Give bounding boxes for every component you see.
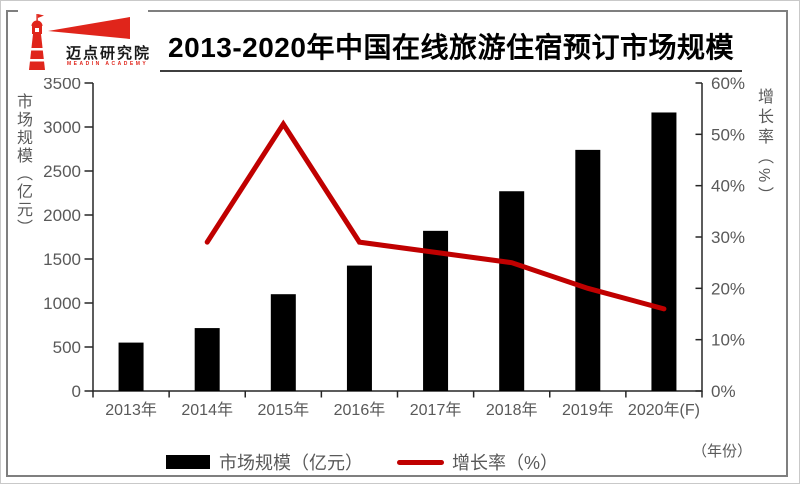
bar-2018年: [499, 191, 525, 391]
legend-label-market-size: 市场规模（亿元）: [219, 453, 363, 473]
x-axis-category-label: 2013年: [105, 401, 157, 419]
left-axis-tick-label: 2500: [43, 162, 81, 181]
right-axis-tick-label: 20%: [711, 279, 745, 298]
chart-legend: 市场规模（亿元） 增长率（%）: [166, 449, 558, 475]
right-axis-tick-label: 30%: [711, 228, 745, 247]
axis-lines: [92, 83, 703, 392]
bar-2017年: [423, 230, 449, 391]
x-axis-category-label: 2018年: [486, 401, 538, 419]
right-axis-tick-label: 10%: [711, 331, 745, 350]
bar-2015年: [270, 294, 296, 391]
x-axis-category-label: 2017年: [410, 401, 462, 419]
right-axis-tick-label: 0%: [711, 382, 736, 401]
right-axis-title: 增长率（%）: [755, 88, 772, 207]
x-axis-category-label: 2015年: [258, 401, 310, 419]
x-axis-category-label: 2020年(F): [628, 401, 700, 419]
bar-2019年: [575, 149, 601, 391]
right-axis-tick-label: 50%: [711, 125, 745, 144]
bar-2013年: [118, 342, 144, 391]
left-axis-tick-label: 3000: [43, 118, 81, 137]
bar-2020年(F): [651, 112, 677, 391]
x-axis-category-label: 2016年: [334, 401, 386, 419]
x-axis-unit-note: （年份）: [692, 443, 753, 460]
x-axis-category-label: 2019年: [562, 401, 614, 419]
legend-label-growth-rate: 增长率（%）: [452, 453, 559, 473]
meadin-logo: 迈点研究院 MEADIN ACADEMY: [18, 6, 152, 78]
left-axis-title: 市场规模（亿元）: [14, 93, 31, 237]
left-axis-tick-label: 500: [53, 338, 81, 357]
left-axis-tick-label: 2000: [43, 206, 81, 225]
left-axis-tick-label: 1000: [43, 294, 81, 313]
left-axis-tick-label: 0: [72, 382, 81, 401]
growth-rate-line: [204, 119, 667, 312]
legend-bar-swatch-icon: [166, 455, 210, 469]
legend-line-swatch-icon: [397, 459, 444, 465]
bar-2016年: [346, 265, 372, 391]
chart-title: 2013-2020年中国在线旅游住宿预订市场规模: [160, 26, 742, 72]
right-axis-tick-label: 60%: [711, 74, 745, 93]
left-axis-tick-label: 3500: [43, 74, 81, 93]
chart-frame-border: [6, 10, 788, 477]
left-axis-tick-label: 1500: [43, 250, 81, 269]
right-axis-tick-label: 40%: [711, 177, 745, 196]
bar-2014年: [194, 328, 220, 391]
logo-text: 迈点研究院: [66, 45, 152, 62]
lighthouse-logo-icon: [28, 14, 130, 70]
x-axis-category-label: 2014年: [181, 401, 233, 419]
logo-subtext: MEADIN ACADEMY: [67, 61, 149, 67]
